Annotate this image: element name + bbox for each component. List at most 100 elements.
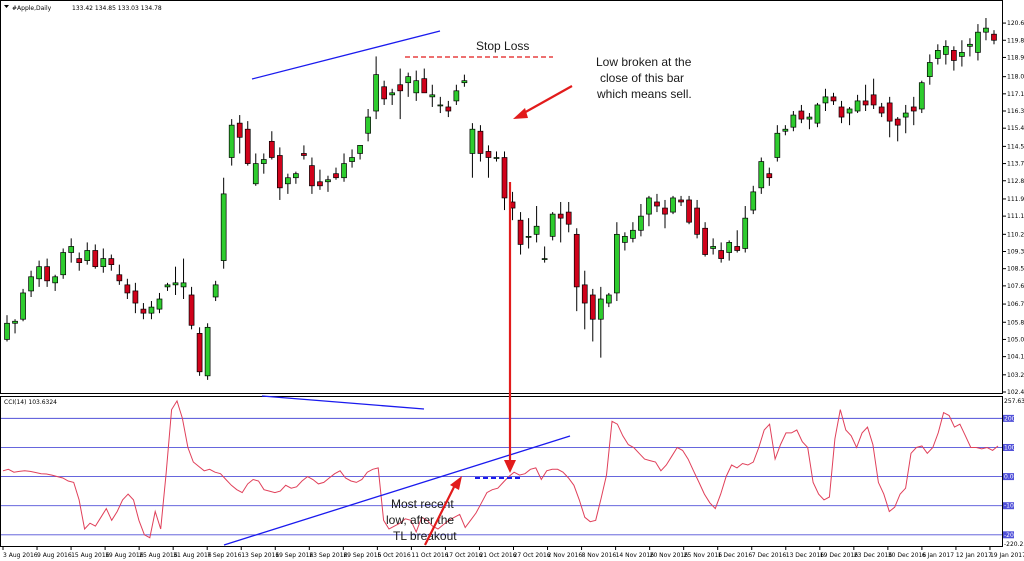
price-tick-label: 120.65 [1007,20,1024,27]
date-tick-label: 19 Dec 2016 [820,552,859,559]
candle-body [68,246,75,253]
candle-body [854,100,861,112]
candle-body [132,290,139,304]
sell-note-line-1: Low broken at the [596,55,692,69]
candle-body [357,145,363,154]
cci-support-trendline [223,435,571,546]
candle-body [517,219,524,245]
candle-body [252,163,259,185]
candle-body [774,132,781,158]
date-tick-label: 14 Nov 2016 [616,552,655,559]
price-trendline [251,30,441,80]
candle-body [862,100,869,106]
candle-body [4,322,10,340]
date-tick-label: 19 Jan 2017 [990,552,1024,559]
date-tick-label: 25 Nov 2016 [684,552,723,559]
candle-body [589,294,596,320]
candle-body [381,86,387,100]
candle-body [140,308,147,314]
candle-body [750,191,757,211]
price-tick-label: 104.15 [1007,354,1024,361]
candle-body [301,153,307,156]
candle-body [782,128,789,132]
candle-body [317,181,323,187]
candle-body [622,235,628,243]
cci-tick-label: 200 [1004,415,1016,422]
vertical-arrow-head-icon [504,460,516,473]
candle-body [758,161,765,189]
candle-body [630,229,636,239]
candle-body [156,298,163,310]
date-tick-label: 23 Dec 2016 [854,552,893,559]
date-tick-label: 21 Oct 2016 [479,552,516,559]
price-tick-label: 119.80 [1007,37,1024,44]
candle-body [309,165,315,187]
candle-body [670,197,676,213]
candle-body [421,78,428,94]
candle-body [60,252,67,276]
cci-upper-trendline [261,395,425,410]
date-tick-label: 6 Jan 2017 [922,552,954,559]
price-tick-label: 107.65 [1007,283,1024,290]
candle-body [276,155,283,189]
candle-body [84,250,91,261]
candle-body [710,246,716,249]
date-tick-label: 5 Oct 2016 [377,552,410,559]
sell-arrow-shaft [521,85,573,115]
candle-body [533,225,540,235]
candle-body [228,124,235,158]
candle-body [293,173,299,179]
price-tick-label: 117.15 [1007,91,1024,98]
candle-body [148,306,155,314]
candle-body [429,94,436,98]
candle-body [236,122,243,138]
candle-body [581,284,588,304]
date-tick-label: 25 Aug 2016 [139,552,178,559]
window-menu-arrow-icon[interactable] [4,5,9,8]
cci-title: CCI(14) 103.6324 [4,399,57,406]
date-tick-label: 11 Oct 2016 [411,552,448,559]
date-tick-label: 7 Sep 2016 [207,552,241,559]
candle-body [702,227,708,255]
candle-body [397,84,404,92]
candle-body [172,282,179,286]
date-tick-label: 19 Sep 2016 [275,552,313,559]
cci-level-badge [1003,443,1014,451]
candle-body [268,140,275,158]
date-tick-label: 30 Dec 2016 [888,552,927,559]
cci-level-badge [1003,473,1014,481]
candle-body [614,233,620,294]
candles [4,18,997,380]
candle-body [389,92,396,96]
candle-body [734,246,741,251]
candle-body [124,284,131,294]
candle-body [870,94,877,106]
candle-body [52,276,58,284]
price-tick-label: 111.95 [1007,196,1024,203]
symbol-title: #Apple,Daily [12,5,52,12]
candle-body [959,52,965,57]
low-arrow-head-icon [450,476,462,490]
date-tick-label: 17 Oct 2016 [445,552,482,559]
candle-body [76,258,83,263]
candle-body [934,50,941,59]
cci-tick-label: 100 [1004,444,1016,451]
candle-body [846,108,853,114]
candle-body [565,211,572,225]
candle-body [445,106,452,112]
candle-body [742,217,749,249]
candle-body [413,80,420,94]
cci-level-badge [1003,414,1014,422]
candle-body [453,90,460,102]
date-tick-label: 31 Aug 2016 [173,552,212,559]
candle-body [967,43,973,47]
price-tick-label: 109.35 [1007,249,1024,256]
candle-body [686,199,692,223]
candle-body [718,250,725,259]
candle-body [951,50,957,61]
candle-body [100,258,107,268]
sell-note-line-2: close of this bar [600,71,684,85]
price-tick-label: 111.10 [1007,213,1024,220]
